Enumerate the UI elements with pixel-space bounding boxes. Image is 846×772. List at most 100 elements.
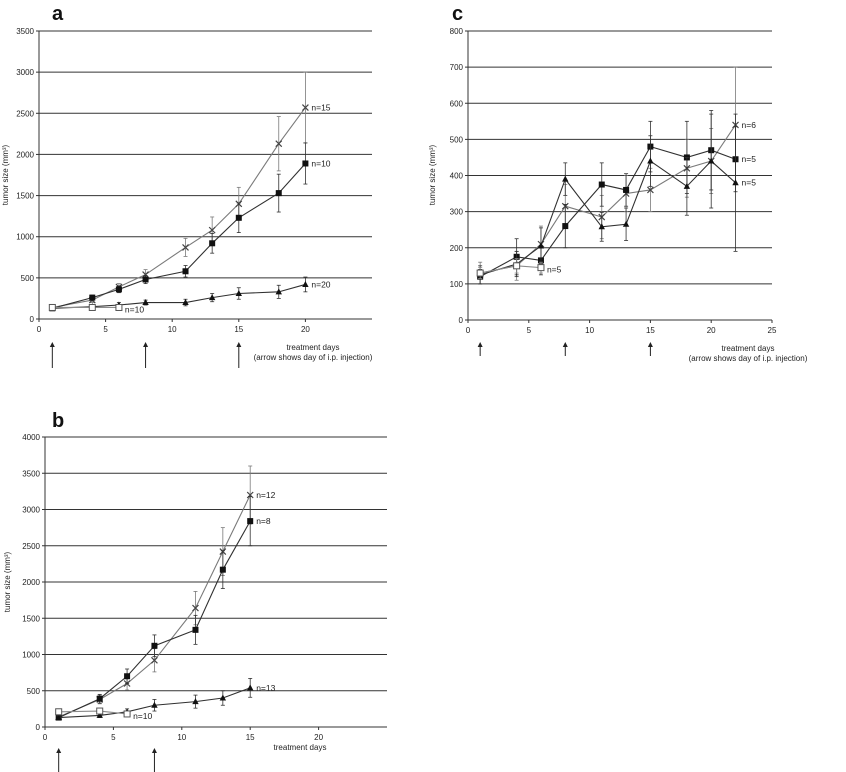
- panel-a-y-tick-label: 3000: [16, 68, 34, 77]
- panel-b-y-tick-label: 1500: [22, 614, 40, 623]
- panel-c-data-point-triangle: [562, 175, 569, 182]
- panel-b-data-point-cross: [192, 604, 199, 612]
- panel-a-data-point-triangle: [275, 288, 282, 295]
- panel-c-data-point-triangle: [647, 157, 654, 164]
- panel-a-data-point-square: [115, 286, 122, 293]
- panel-c-injection-arrowhead: [477, 342, 483, 347]
- panel-b-data-point-open-square: [123, 710, 131, 718]
- panel-c-data-point-square: [623, 186, 630, 193]
- panel-c-data-point-cross: [646, 186, 654, 194]
- panel-b-series-end-label: n=10: [133, 711, 152, 721]
- panel-c-x-tick-label: 0: [466, 326, 471, 335]
- panel-b-data-point-triangle: [192, 698, 199, 705]
- panel-c-data-point-triangle: [537, 242, 545, 249]
- panel-a-x-tick-label: 5: [103, 325, 108, 334]
- panel-a-y-tick-label: 0: [30, 315, 35, 324]
- panel-a-injection-arrowhead: [236, 342, 242, 347]
- panel-c-y-tick-label: 400: [450, 172, 464, 181]
- panel-c-injection-arrowhead: [647, 342, 653, 347]
- panel-a-series-end-label: n=10: [311, 158, 330, 168]
- panel-b-data-point-triangle: [247, 684, 254, 691]
- panel-c-series-line-triangle: [480, 160, 736, 276]
- panel-a-data-point-open-square: [48, 303, 56, 311]
- panel-c-x-tick-label: 25: [768, 326, 777, 335]
- panel-c-y-tick-label: 0: [459, 316, 464, 325]
- panel-c-series-end-label: n=5: [742, 154, 757, 164]
- panel-b-y-axis-label: tumor size (mm³): [3, 551, 12, 612]
- panel-a-y-tick-label: 2000: [16, 150, 34, 159]
- panel-b-data-point-square: [96, 695, 103, 702]
- panel-c-data-point-triangle: [732, 179, 739, 186]
- panel-a-data-point-cross: [182, 243, 189, 251]
- panel-a-y-tick-label: 3500: [16, 27, 34, 36]
- panel-a-x-tick-label: 10: [168, 325, 177, 334]
- panel-a-data-point-square: [182, 268, 189, 275]
- panel-b-y-tick-label: 3000: [22, 506, 40, 515]
- panel-a-x-tick-label: 15: [234, 325, 243, 334]
- panel-c-x-axis-label: treatment days: [722, 344, 775, 353]
- panel-b-injection-arrowhead: [56, 748, 62, 753]
- panel-b-series-end-label: n=8: [256, 516, 271, 526]
- panel-c-y-tick-label: 200: [450, 244, 464, 253]
- panel-a-data-point-square: [89, 294, 96, 301]
- panel-a-y-tick-label: 1500: [16, 192, 34, 201]
- panel-c-data-point-triangle: [683, 182, 691, 189]
- panel-a-data-point-cross: [275, 140, 283, 148]
- panel-c-y-tick-label: 600: [450, 99, 464, 108]
- panel-a-series-end-label: n=20: [311, 279, 330, 289]
- panel-label-c: c: [452, 3, 463, 25]
- panel-c-injection-arrowhead: [562, 342, 568, 347]
- panel-b-data-point-open-square: [55, 708, 63, 716]
- panel-b-data-point-square: [219, 566, 226, 573]
- panel-c-x-axis-note: (arrow shows day of i.p. injection): [689, 354, 808, 363]
- panel-a-x-axis-label: treatment days: [287, 343, 340, 352]
- panel-a-y-tick-label: 1000: [16, 233, 34, 242]
- panel-a-series-line-square: [52, 163, 306, 309]
- panel-b-y-tick-label: 2000: [22, 578, 40, 587]
- panel-b-y-tick-label: 2500: [22, 542, 40, 551]
- panel-b-data-point-cross: [151, 656, 158, 664]
- panel-a-series-end-label: n=15: [311, 103, 330, 113]
- panel-c-data-point-triangle: [708, 157, 715, 164]
- panel-a-data-point-open-square: [115, 303, 123, 311]
- panel-c-y-tick-label: 300: [450, 208, 464, 217]
- panel-c-series-end-label: n=5: [547, 265, 562, 275]
- panel-b-series-line-cross: [58, 494, 251, 718]
- panel-a-data-point-square: [275, 190, 282, 197]
- panel-b-injection-arrowhead: [151, 748, 157, 753]
- panel-a-injection-arrowhead: [49, 342, 55, 347]
- panel-a-data-point-square: [209, 240, 216, 247]
- panel-a-data-point-triangle: [235, 289, 242, 296]
- panel-c-data-point-square: [562, 223, 569, 230]
- panel-a-x-tick-label: 20: [301, 325, 310, 334]
- panel-b-series-end-label: n=12: [256, 490, 275, 500]
- panel-b-y-tick-label: 4000: [22, 433, 40, 442]
- panel-a-y-tick-label: 2500: [16, 109, 34, 118]
- panel-b-x-tick-label: 10: [177, 733, 186, 742]
- panel-b-data-point-square: [192, 626, 199, 633]
- panel-b-data-point-triangle: [55, 714, 62, 721]
- panel-c-x-tick-label: 10: [585, 326, 594, 335]
- panel-b-data-point-cross: [246, 491, 254, 499]
- panel-a-data-point-square: [142, 276, 149, 283]
- panel-b-data-point-square: [247, 518, 254, 525]
- panel-c-y-tick-label: 800: [450, 27, 464, 36]
- panel-label-b: b: [52, 410, 64, 432]
- panel-b-data-point-square: [151, 642, 158, 649]
- panel-b-data-point-square: [124, 673, 131, 680]
- panel-b-x-tick-label: 15: [246, 733, 255, 742]
- panel-b-y-tick-label: 500: [27, 687, 41, 696]
- panel-a-data-point-triangle: [302, 280, 309, 287]
- panel-a-data-point-open-square: [88, 303, 96, 311]
- panel-b-y-tick-label: 1000: [22, 651, 40, 660]
- panel-b-x-tick-label: 0: [43, 733, 48, 742]
- panel-c-y-tick-label: 500: [450, 135, 464, 144]
- panel-a-y-tick-label: 500: [21, 274, 35, 283]
- panel-c-x-tick-label: 5: [527, 326, 532, 335]
- panel-c-y-axis-label: tumor size (mm³): [428, 144, 437, 205]
- panel-b-x-axis-label: treatment days: [274, 743, 327, 752]
- panel-a-data-point-triangle: [142, 299, 149, 306]
- panel-b-y-tick-label: 3500: [22, 469, 40, 478]
- panel-a-data-point-cross: [301, 104, 309, 111]
